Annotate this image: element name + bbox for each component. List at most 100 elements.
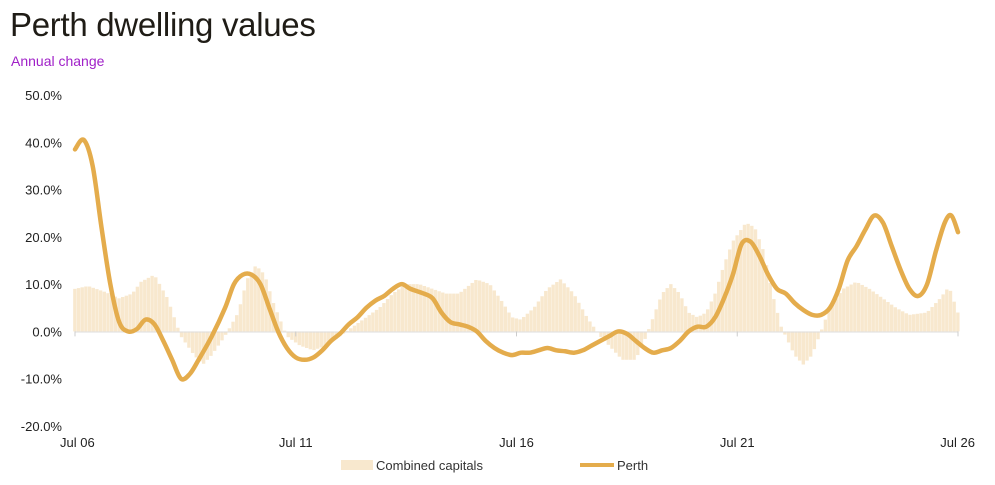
combined-capitals-bar [650, 319, 655, 332]
combined-capitals-bar [797, 331, 802, 361]
combined-capitals-bar [849, 284, 853, 332]
combined-capitals-bar [551, 284, 555, 332]
combined-capitals-bar [672, 288, 677, 332]
combined-capitals-bar [157, 283, 162, 332]
combined-capitals-bar [654, 309, 658, 332]
combined-capitals-bar [279, 321, 283, 332]
combined-capitals-bar [838, 293, 842, 332]
combined-capitals-bar [897, 309, 901, 332]
y-tick-label: 50.0% [25, 88, 62, 103]
combined-capitals-bar [529, 310, 533, 332]
combined-capitals-bar [875, 294, 879, 332]
combined-capitals-bar [912, 314, 916, 332]
combined-capitals-bar [463, 288, 467, 332]
combined-capitals-bar [544, 290, 548, 332]
combined-capitals-bar [698, 315, 703, 332]
combined-capitals-bar [312, 331, 316, 351]
combined-capitals-bar [856, 282, 861, 332]
combined-capitals-bar [76, 288, 81, 332]
combined-capitals-bar [764, 265, 769, 332]
combined-capitals-bar [930, 306, 934, 332]
combined-capitals-bar [194, 331, 198, 358]
combined-capitals-bar [411, 284, 416, 332]
combined-capitals-bar [315, 331, 320, 349]
combined-capitals-bar [768, 282, 772, 332]
combined-capitals-bar [915, 313, 920, 332]
y-tick-label: -20.0% [21, 419, 63, 434]
combined-capitals-bar [374, 309, 379, 332]
combined-capitals-bar [235, 315, 239, 332]
combined-capitals-bar [757, 239, 761, 332]
combined-capitals-bar [687, 312, 691, 332]
combined-capitals-bar [808, 331, 813, 357]
combined-capitals-bar [477, 280, 482, 332]
combined-capitals-bar [669, 284, 673, 332]
combined-capitals-bar [308, 331, 313, 350]
combined-capitals-bar [360, 320, 364, 332]
combined-capitals-bar [227, 328, 232, 332]
combined-capitals-bar [643, 331, 647, 339]
x-axis: Jul 06 Jul 11 Jul 16 Jul 21 Jul 26 [60, 331, 975, 450]
combined-capitals-bar [956, 312, 960, 332]
combined-capitals-bar [790, 331, 794, 351]
combined-capitals-bar [154, 277, 158, 332]
combined-capitals-bar [470, 282, 474, 332]
combined-capitals-bar [761, 249, 765, 332]
combined-capitals-bar [584, 315, 588, 332]
combined-capitals-bar [444, 293, 449, 332]
combined-capitals-bar [282, 330, 287, 332]
combined-capitals-bar [109, 294, 114, 332]
combined-capitals-bar [632, 331, 636, 360]
combined-capitals-bar [713, 293, 717, 332]
combined-capitals-bar [860, 284, 864, 332]
combined-capitals-bar [753, 229, 758, 332]
combined-capitals-bar [786, 331, 791, 343]
combined-capitals-bar [566, 287, 570, 332]
combined-capitals-bar [728, 249, 732, 332]
combined-capitals-bar [775, 312, 780, 332]
combined-capitals-bar [937, 299, 942, 332]
combined-capitals-bar [926, 310, 931, 332]
combined-capitals-bar [886, 302, 890, 332]
combined-capitals-bar [919, 313, 923, 332]
combined-capitals-bar [426, 287, 430, 332]
combined-capitals-bar [779, 326, 783, 332]
combined-capitals-bar [853, 282, 857, 332]
combined-capitals-bar [319, 331, 324, 348]
combined-capitals-bar [558, 279, 563, 332]
combined-capitals-bar [143, 279, 147, 332]
combined-capitals-bar [580, 309, 585, 332]
combined-capitals-bar [382, 303, 386, 332]
combined-capitals-bar [356, 323, 360, 332]
combined-capitals-bar [179, 331, 184, 338]
combined-capitals-bar [91, 287, 95, 332]
y-axis: 50.0% 40.0% 30.0% 20.0% 10.0% 0.0% -10.0% -20.0… [21, 88, 63, 434]
combined-capitals-bar [952, 301, 956, 332]
combined-capitals-bar [327, 331, 331, 345]
combined-capitals-bar [150, 275, 154, 332]
combined-capitals-bar [889, 304, 894, 332]
combined-capitals-bar [831, 303, 835, 332]
combined-capitals-bar [625, 331, 629, 360]
combined-capitals-bar [407, 284, 412, 332]
combined-capitals-bar [474, 280, 478, 332]
combined-capitals-bar [871, 291, 875, 332]
combined-capitals-bar [124, 295, 129, 332]
combined-capitals-bar [389, 295, 393, 332]
combined-capitals-bar [562, 283, 566, 332]
combined-capitals-bar [161, 290, 165, 332]
combined-capitals-bar [242, 290, 246, 332]
combined-capitals-bar [948, 290, 953, 332]
combined-capitals-bar [172, 317, 176, 332]
combined-capitals-bar [702, 313, 706, 332]
combined-capitals-bar [231, 321, 235, 332]
combined-capitals-bar [691, 314, 695, 332]
combined-capitals-bar [371, 312, 375, 332]
x-tick-label: Jul 06 [60, 435, 95, 450]
combined-capitals-bar [680, 298, 684, 332]
combined-capitals-bar [95, 289, 99, 332]
combined-capitals-bar [132, 291, 136, 332]
combined-capitals-bar [367, 315, 371, 332]
combined-capitals-bar [293, 331, 298, 343]
